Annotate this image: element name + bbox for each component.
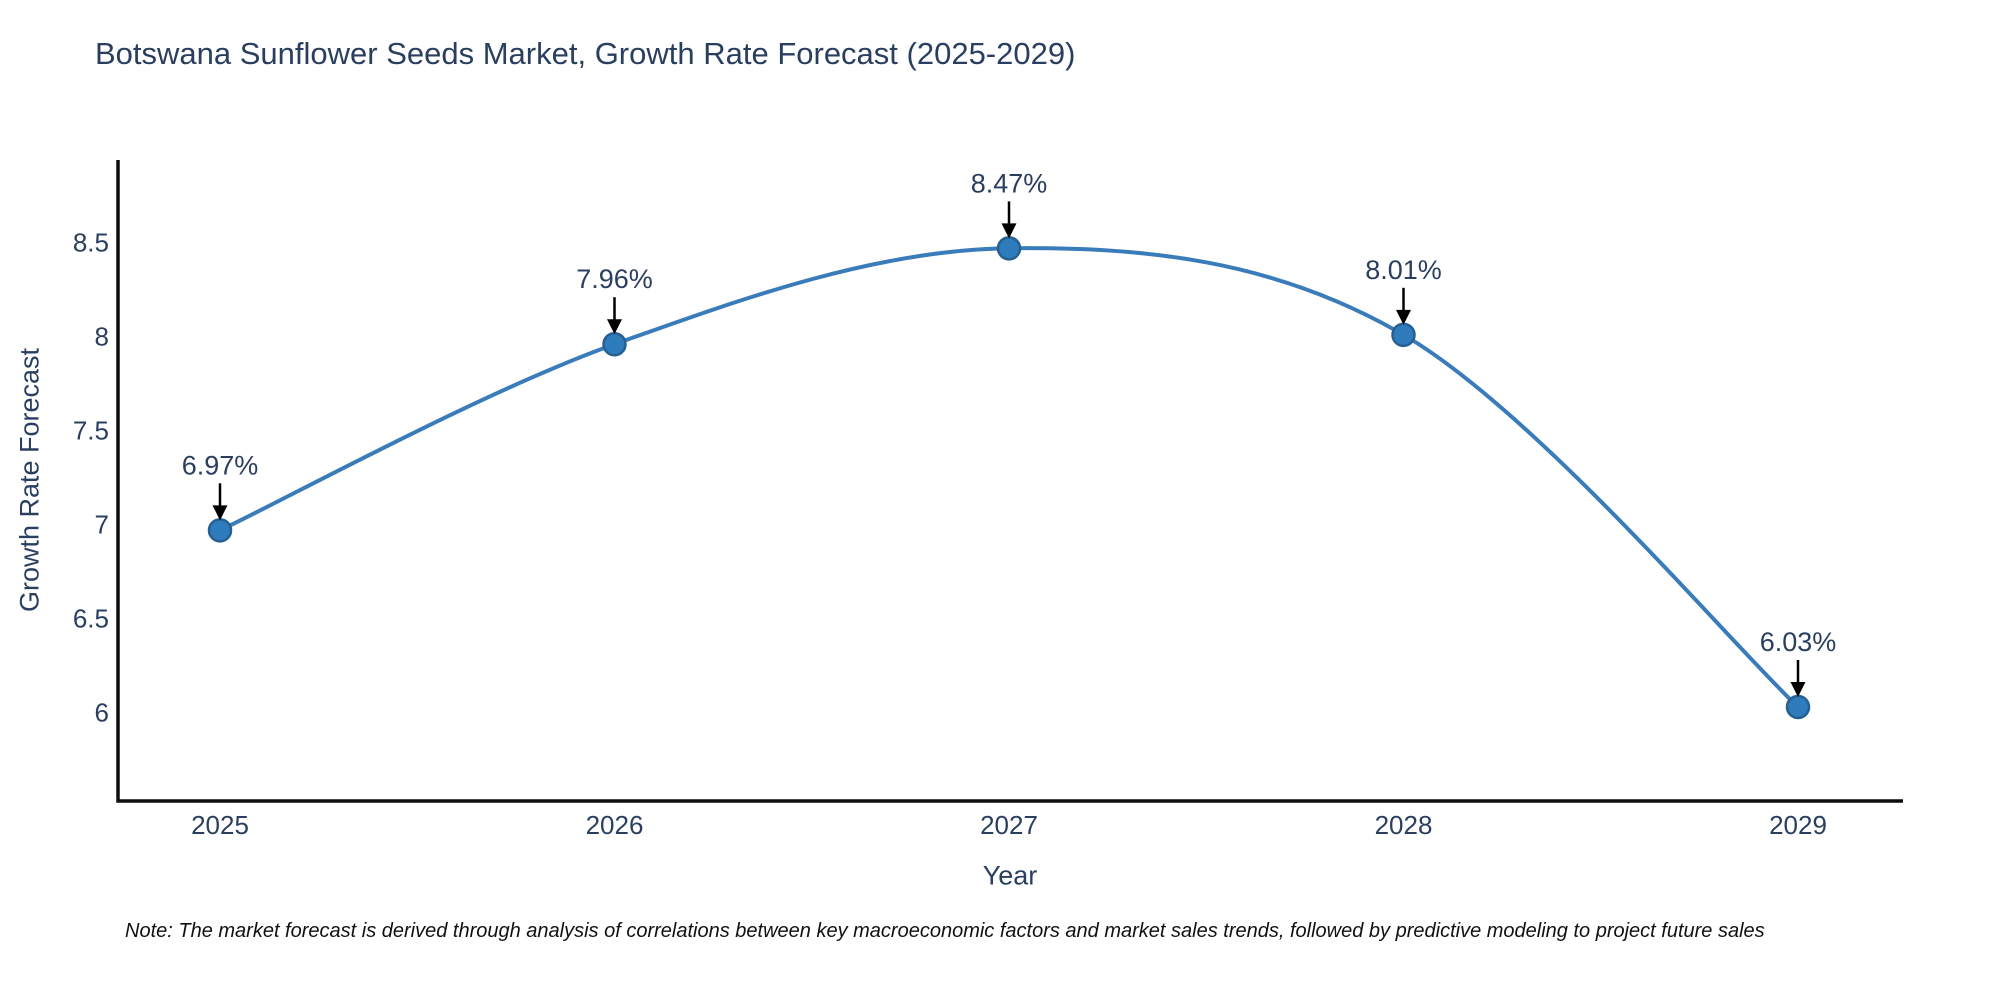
trend-line xyxy=(219,246,1800,709)
data-point-2026[interactable] xyxy=(602,331,627,357)
annotation-arrow-head xyxy=(607,319,622,335)
annotation-arrow-head xyxy=(1396,309,1411,325)
point-annotation-label: 8.01% xyxy=(1365,255,1442,285)
data-point-2027[interactable] xyxy=(996,236,1022,261)
y-tick-label: 7.5 xyxy=(73,416,109,446)
x-axis-title: Year xyxy=(982,860,1038,891)
axis-spines xyxy=(116,160,1903,803)
annotation-arrow-head xyxy=(1001,223,1017,239)
point-annotation-label: 6.03% xyxy=(1760,627,1837,657)
point-annotation-label: 8.47% xyxy=(971,168,1048,198)
x-tick-label: 2028 xyxy=(1375,810,1433,840)
annotation-arrow-head xyxy=(1790,682,1806,698)
data-point-2028[interactable] xyxy=(1391,322,1416,348)
y-tick-label: 8.5 xyxy=(73,228,109,258)
x-tick-label: 2029 xyxy=(1769,810,1827,840)
x-tick-label: 2027 xyxy=(980,810,1038,840)
x-tick-label: 2025 xyxy=(191,810,249,840)
footnote: Note: The market forecast is derived thr… xyxy=(125,920,1765,942)
y-tick-label: 7 xyxy=(95,510,109,540)
y-tick-label: 8 xyxy=(95,322,109,352)
y-tick-label: 6 xyxy=(95,698,109,728)
data-point-2025[interactable] xyxy=(207,518,233,543)
point-annotation-label: 6.97% xyxy=(182,450,259,480)
data-point-2029[interactable] xyxy=(1785,694,1811,720)
point-annotation-label: 7.96% xyxy=(576,264,653,294)
x-tick-label: 2026 xyxy=(586,810,644,840)
chart-title: Botswana Sunflower Seeds Market, Growth … xyxy=(95,36,1076,71)
annotation-arrow-head xyxy=(212,505,228,521)
y-tick-label: 6.5 xyxy=(73,604,109,634)
